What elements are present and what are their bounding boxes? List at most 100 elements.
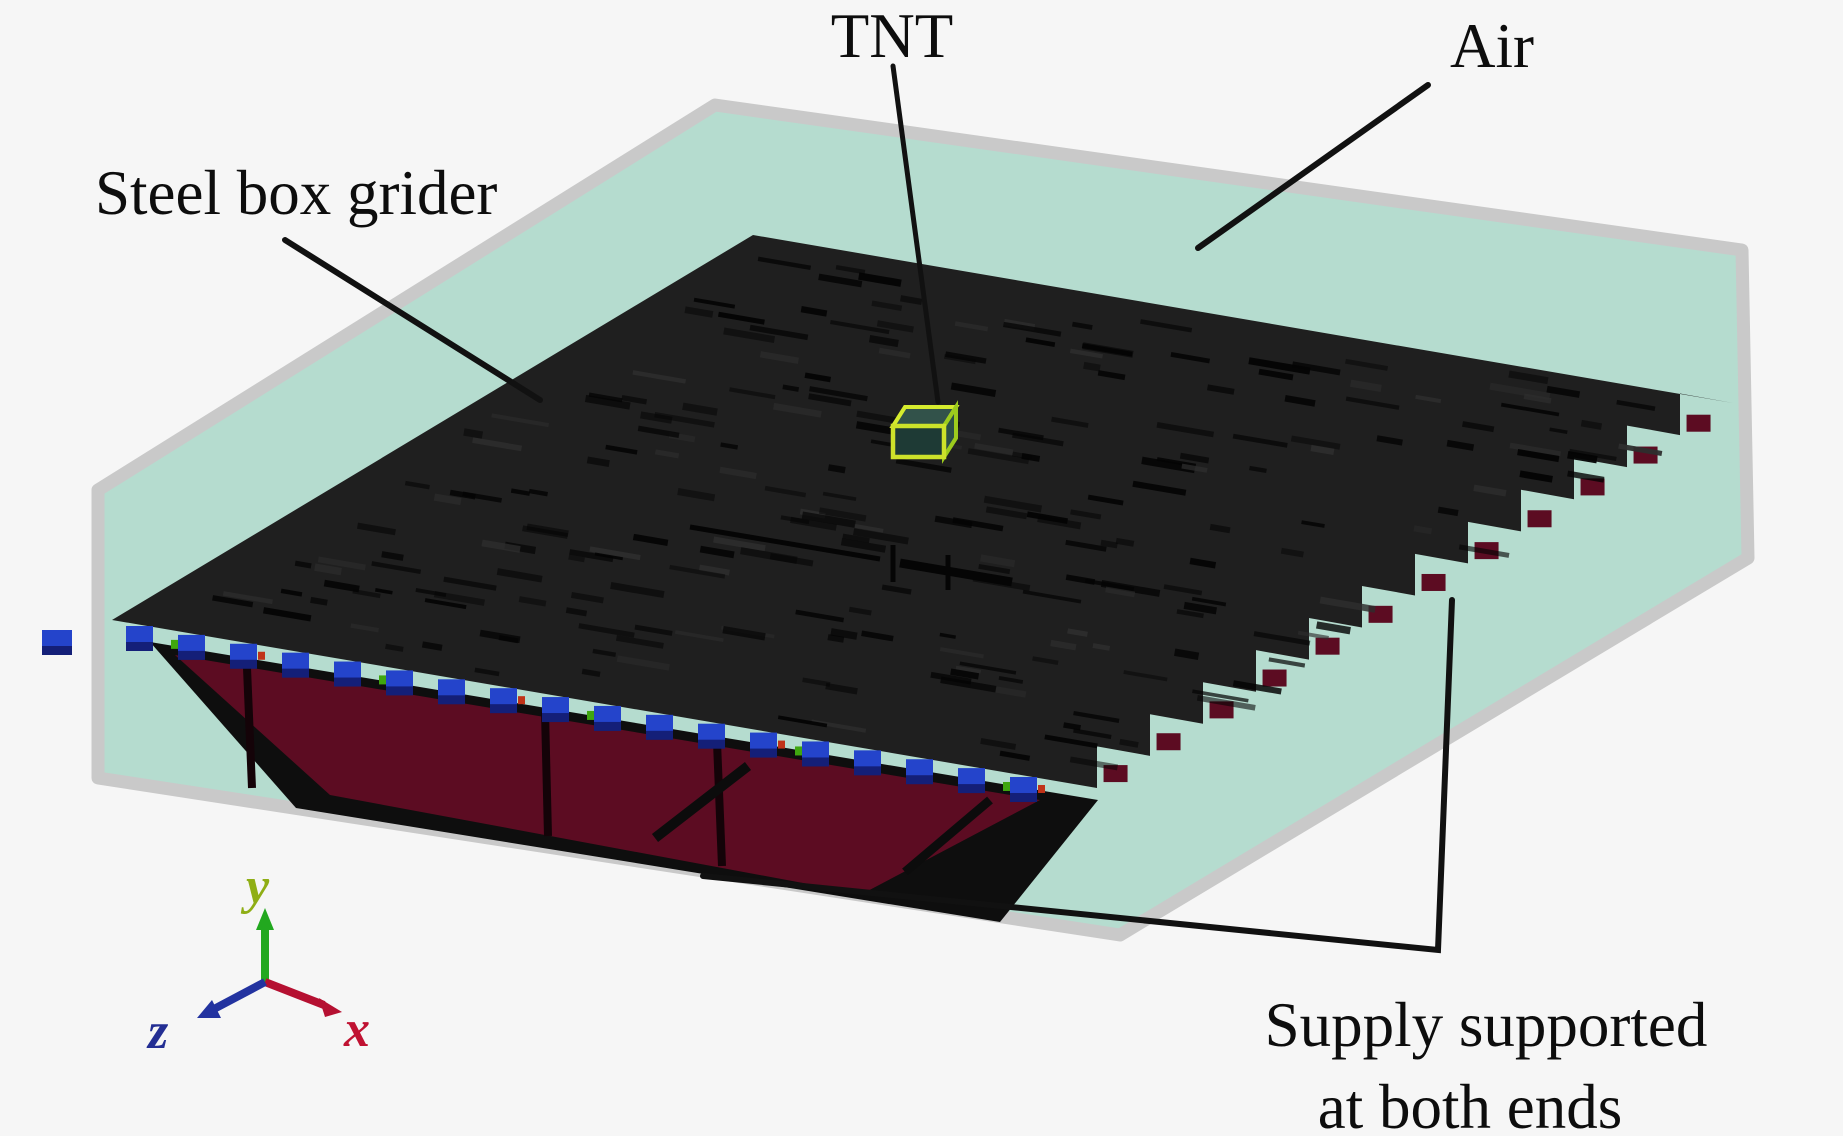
x-axis-arrowhead bbox=[319, 998, 342, 1017]
deck-mesh-dash bbox=[1618, 443, 1663, 456]
deck-mesh-dash bbox=[518, 596, 547, 607]
girder-web-face bbox=[175, 655, 1040, 894]
deck-mesh-dash bbox=[528, 488, 548, 497]
deck-mesh-dash bbox=[262, 607, 312, 622]
deck-mesh-dash bbox=[830, 319, 890, 335]
deck-mesh-dash bbox=[827, 634, 845, 643]
deck-mesh-dash bbox=[1249, 465, 1267, 474]
deck-mesh-dash bbox=[1012, 432, 1064, 447]
support-block-shade bbox=[334, 677, 361, 687]
deck-mesh-dash bbox=[385, 643, 404, 652]
deck-mesh-dash bbox=[1567, 451, 1598, 464]
deck-mesh-dash bbox=[1100, 580, 1161, 597]
deck-mesh-dash bbox=[1067, 628, 1088, 637]
deck-mesh-dash bbox=[980, 554, 1016, 568]
deck-mesh-dash bbox=[1567, 470, 1605, 483]
support-block-shade bbox=[750, 748, 777, 758]
deck-mesh-dash bbox=[699, 545, 735, 559]
deck-mesh-dash bbox=[1170, 352, 1211, 364]
deck-mesh-dash bbox=[294, 560, 312, 569]
tnt-cube bbox=[889, 400, 960, 464]
deck-mesh-dash bbox=[1284, 395, 1316, 407]
deck-mesh-dash bbox=[1616, 399, 1656, 411]
girder-sliver bbox=[1421, 573, 1446, 591]
deck-mesh-dash bbox=[1071, 321, 1093, 330]
support-block-shade bbox=[282, 668, 309, 678]
deck-seam-line bbox=[899, 558, 1013, 587]
deck-mesh-dash bbox=[1189, 557, 1217, 569]
support-label-line1: Supply supported bbox=[1265, 990, 1708, 1060]
deck-mesh-dash bbox=[934, 515, 973, 529]
deck-mesh-dash bbox=[1437, 506, 1459, 517]
deck-mesh-dash bbox=[212, 595, 254, 608]
deck-mesh-dash bbox=[443, 576, 497, 591]
deck-mesh-dash bbox=[974, 442, 1014, 456]
deck-mesh-dash bbox=[669, 564, 726, 579]
deck-mesh-dash bbox=[1415, 394, 1442, 404]
z-axis-arrowhead bbox=[197, 1000, 221, 1018]
girder-seam bbox=[902, 796, 993, 876]
deck-mesh-dash bbox=[868, 335, 899, 348]
deck-mesh-dash bbox=[713, 536, 766, 552]
deck-mesh-dash bbox=[621, 395, 648, 405]
deck-mesh-dash bbox=[764, 485, 807, 498]
support-block-shade bbox=[1010, 792, 1037, 802]
support-block-shade bbox=[802, 757, 829, 767]
deck-mesh-dash bbox=[1073, 728, 1112, 740]
deck-mesh-dash bbox=[790, 516, 837, 531]
deck-mesh-dash bbox=[858, 272, 902, 287]
deck-mesh-dash bbox=[1163, 584, 1203, 596]
deck-feature-lines bbox=[689, 524, 1013, 590]
deck-mesh-dash bbox=[1462, 421, 1495, 433]
deck-mesh-dash bbox=[1191, 596, 1227, 607]
support-block-shade bbox=[594, 721, 621, 731]
deck-seam-line bbox=[689, 524, 881, 562]
deck-mesh-dash bbox=[472, 437, 523, 452]
deck-mesh-dash bbox=[878, 347, 911, 359]
support-leader-line bbox=[700, 597, 1455, 954]
deck-mesh-dash bbox=[939, 647, 984, 659]
deck-mesh-dash bbox=[1546, 385, 1581, 398]
support-block-shade bbox=[438, 695, 465, 705]
deck-mesh-dash bbox=[1500, 402, 1560, 417]
deck-mesh-dash bbox=[640, 411, 673, 424]
deck-mesh-dash bbox=[1092, 643, 1111, 651]
deck-mesh-dash bbox=[415, 588, 447, 598]
girder-sliver bbox=[1156, 733, 1181, 751]
deck-mesh-dash bbox=[940, 676, 997, 693]
deck-mesh-dash bbox=[1509, 442, 1561, 457]
deck-mesh-dash bbox=[698, 564, 730, 576]
mesh-speck-red bbox=[778, 740, 785, 749]
support-block-shade bbox=[230, 659, 257, 669]
deck-mesh-dash bbox=[759, 351, 799, 364]
deck-mesh-dash bbox=[983, 495, 1043, 513]
deck-mesh-dash bbox=[757, 256, 812, 271]
x-axis-label: x bbox=[343, 1001, 370, 1058]
deck-mesh-dash bbox=[491, 413, 550, 428]
deck-mesh-dash bbox=[1517, 448, 1560, 463]
support-block-shade bbox=[854, 766, 881, 776]
deck-mesh-dash bbox=[310, 596, 328, 606]
deck-mesh-dash bbox=[719, 466, 757, 480]
deck-mesh-dash bbox=[565, 607, 588, 617]
box-girder bbox=[150, 642, 1098, 922]
deck-mesh-dash bbox=[1032, 656, 1059, 665]
deck-mesh-dash bbox=[945, 351, 987, 364]
deck-mesh-dash bbox=[677, 488, 716, 502]
deck-mesh-dash bbox=[1297, 630, 1329, 640]
deck-mesh-dash bbox=[1140, 319, 1193, 333]
deck-mesh-dash bbox=[1022, 589, 1082, 604]
deck-mesh-dash bbox=[1173, 648, 1200, 661]
deck-mesh-dash bbox=[1156, 422, 1215, 438]
mesh-speck-red bbox=[1038, 784, 1045, 793]
deck-mesh-dash bbox=[1446, 439, 1475, 451]
tnt-cube-front-face bbox=[890, 423, 947, 460]
deck-mesh-dashes bbox=[212, 256, 1663, 771]
girder-sliver bbox=[1315, 637, 1340, 655]
deck-mesh-dash bbox=[800, 306, 828, 317]
deck-mesh-dash bbox=[1051, 416, 1089, 428]
steel-deck bbox=[112, 235, 1733, 788]
deck-mesh-dash bbox=[1580, 419, 1603, 430]
deck-mesh-dash bbox=[825, 682, 858, 695]
deck-mesh-dash bbox=[1253, 631, 1311, 646]
